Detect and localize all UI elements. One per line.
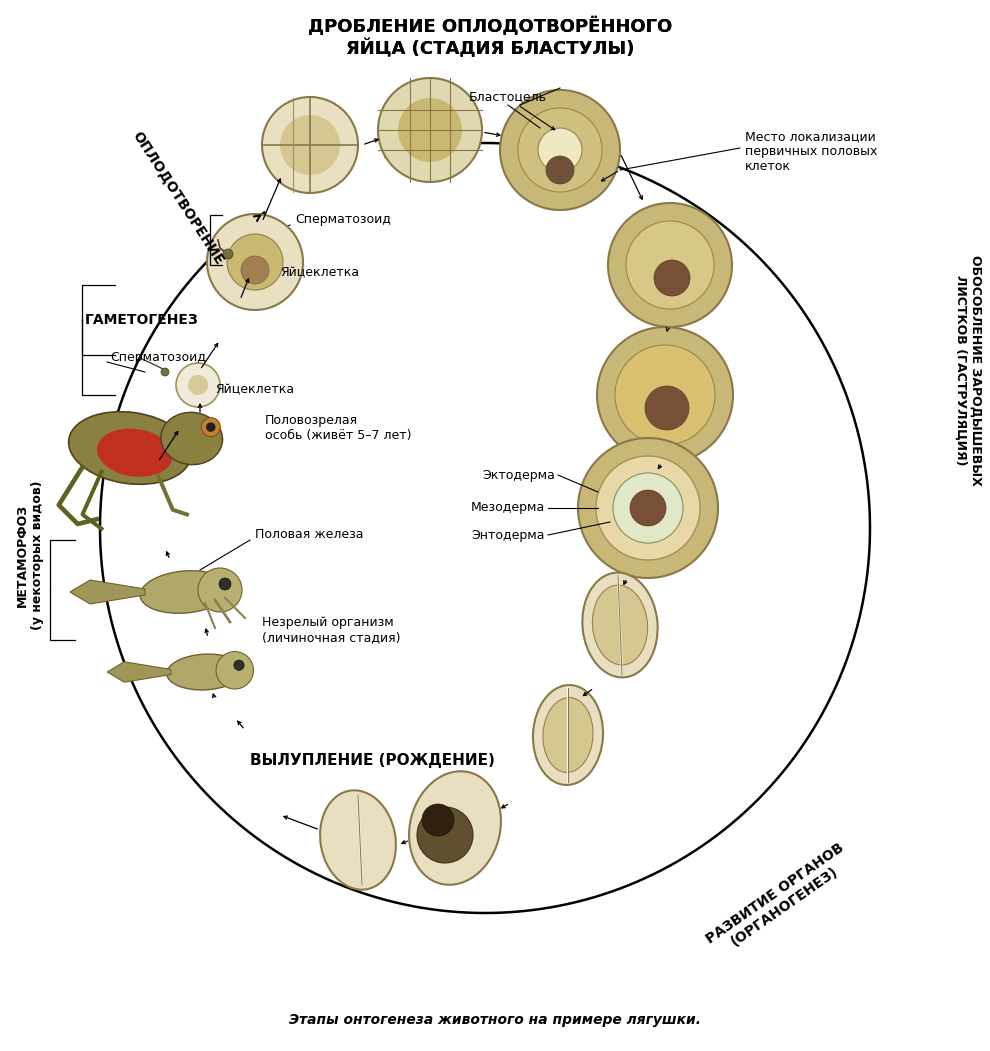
Circle shape — [206, 423, 216, 432]
Circle shape — [608, 203, 732, 327]
Circle shape — [626, 221, 714, 309]
Circle shape — [207, 214, 303, 310]
Text: ДРОБЛЕНИЕ ОПЛОДОТВОРЁННОГО
ЯЙЦА (СТАДИЯ БЛАСТУЛЫ): ДРОБЛЕНИЕ ОПЛОДОТВОРЁННОГО ЯЙЦА (СТАДИЯ … — [308, 17, 672, 59]
Ellipse shape — [97, 429, 172, 477]
Text: Мезодерма: Мезодерма — [471, 501, 545, 515]
Ellipse shape — [543, 698, 593, 772]
Ellipse shape — [533, 685, 603, 785]
Text: Сперматозоид: Сперматозоид — [295, 213, 391, 227]
Circle shape — [161, 368, 169, 376]
Circle shape — [398, 98, 462, 162]
Text: Половая железа: Половая железа — [255, 529, 363, 541]
Circle shape — [417, 807, 473, 863]
Text: Место локализации
первичных половых
клеток: Место локализации первичных половых клет… — [745, 130, 877, 173]
Circle shape — [262, 97, 358, 193]
Ellipse shape — [141, 571, 230, 614]
Text: Бластоцель: Бластоцель — [469, 90, 547, 103]
Polygon shape — [107, 662, 171, 682]
Polygon shape — [70, 580, 145, 604]
Ellipse shape — [409, 771, 501, 885]
Circle shape — [234, 660, 245, 671]
Text: Этапы онтогенеза животного на примере лягушки.: Этапы онтогенеза животного на примере ля… — [289, 1013, 701, 1027]
Text: ГАМЕТОГЕНЕЗ: ГАМЕТОГЕНЕЗ — [85, 313, 199, 327]
Text: Яйцеклетка: Яйцеклетка — [280, 267, 359, 280]
Circle shape — [597, 327, 733, 463]
Circle shape — [280, 115, 340, 176]
Circle shape — [201, 417, 220, 436]
Text: ДРОБЛЕНИЕ ОПЛОДОТВОРЁННОГО
ЯЙЦА (СТАДИЯ БЛАСТУЛЫ): ДРОБЛЕНИЕ ОПЛОДОТВОРЁННОГО ЯЙЦА (СТАДИЯ … — [308, 17, 672, 59]
Ellipse shape — [161, 412, 223, 465]
Text: Незрелый организм
(личиночная стадия): Незрелый организм (личиночная стадия) — [262, 616, 401, 644]
Circle shape — [216, 652, 253, 689]
Text: Яйцеклетка: Яйцеклетка — [215, 384, 294, 396]
Circle shape — [518, 108, 602, 192]
Ellipse shape — [68, 412, 191, 485]
Circle shape — [538, 128, 582, 172]
Circle shape — [227, 234, 283, 290]
Circle shape — [219, 578, 231, 590]
Text: ОБОСОБЛЕНИЕ ЗАРОДЫШЕВЫХ
ЛИСТКОВ (ГАСТРУЛЯЦИЯ): ОБОСОБЛЕНИЕ ЗАРОДЫШЕВЫХ ЛИСТКОВ (ГАСТРУЛ… — [954, 254, 982, 486]
Circle shape — [241, 256, 269, 284]
Text: ВЫЛУПЛЕНИЕ (РОЖДЕНИЕ): ВЫЛУПЛЕНИЕ (РОЖДЕНИЕ) — [250, 753, 495, 767]
Circle shape — [630, 490, 666, 526]
Circle shape — [645, 386, 689, 430]
Circle shape — [176, 363, 220, 407]
Circle shape — [223, 249, 233, 259]
Text: РАЗВИТИЕ ОРГАНОВ
(ОРГАНОГЕНЕЗ): РАЗВИТИЕ ОРГАНОВ (ОРГАНОГЕНЕЗ) — [704, 841, 856, 960]
Circle shape — [500, 90, 620, 210]
Text: Энтодерма: Энтодерма — [471, 529, 545, 541]
Circle shape — [615, 345, 715, 445]
Text: МЕТАМОРФОЗ
(у некоторых видов): МЕТАМОРФОЗ (у некоторых видов) — [16, 480, 44, 630]
Circle shape — [613, 473, 683, 543]
Circle shape — [596, 456, 700, 560]
Circle shape — [654, 260, 690, 296]
Circle shape — [578, 438, 718, 578]
Circle shape — [188, 375, 208, 395]
Circle shape — [378, 78, 482, 182]
Text: Сперматозоид: Сперматозоид — [110, 350, 206, 364]
Circle shape — [198, 568, 242, 612]
Circle shape — [422, 804, 454, 836]
Text: Эктодерма: Эктодерма — [482, 469, 555, 481]
Ellipse shape — [166, 654, 244, 689]
Circle shape — [546, 156, 574, 184]
Polygon shape — [415, 115, 445, 145]
Ellipse shape — [592, 585, 647, 665]
Ellipse shape — [582, 573, 657, 678]
Ellipse shape — [320, 790, 396, 889]
Text: Половозрелая
особь (живёт 5–7 лет): Половозрелая особь (живёт 5–7 лет) — [265, 414, 412, 442]
Text: ОПЛОДОТВОРЕНИЕ: ОПЛОДОТВОРЕНИЕ — [130, 129, 227, 267]
